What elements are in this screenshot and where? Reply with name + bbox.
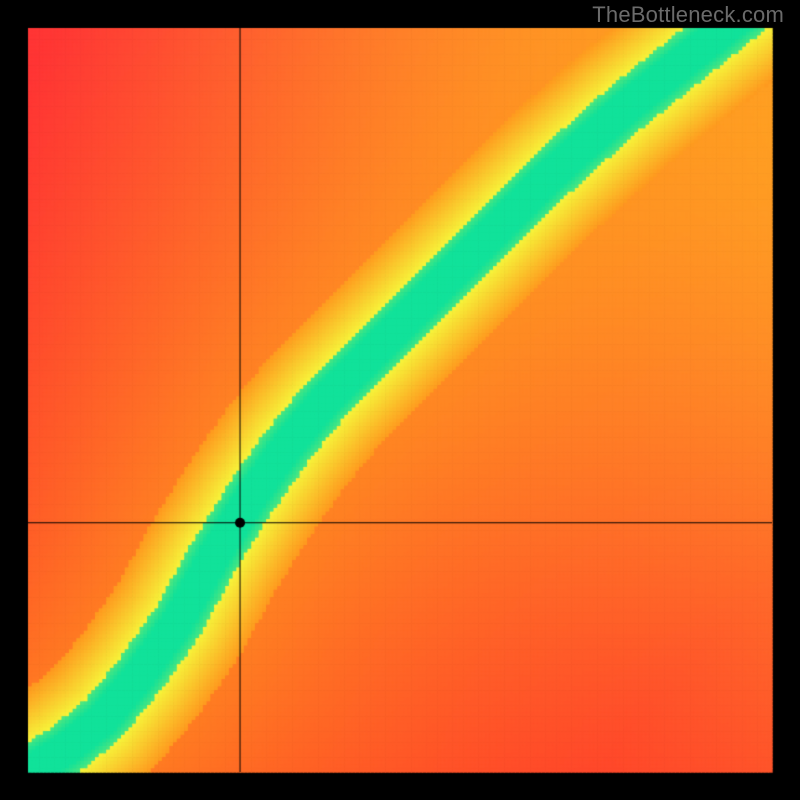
watermark-text: TheBottleneck.com [592, 2, 784, 28]
bottleneck-heatmap [0, 0, 800, 800]
chart-stage: TheBottleneck.com [0, 0, 800, 800]
